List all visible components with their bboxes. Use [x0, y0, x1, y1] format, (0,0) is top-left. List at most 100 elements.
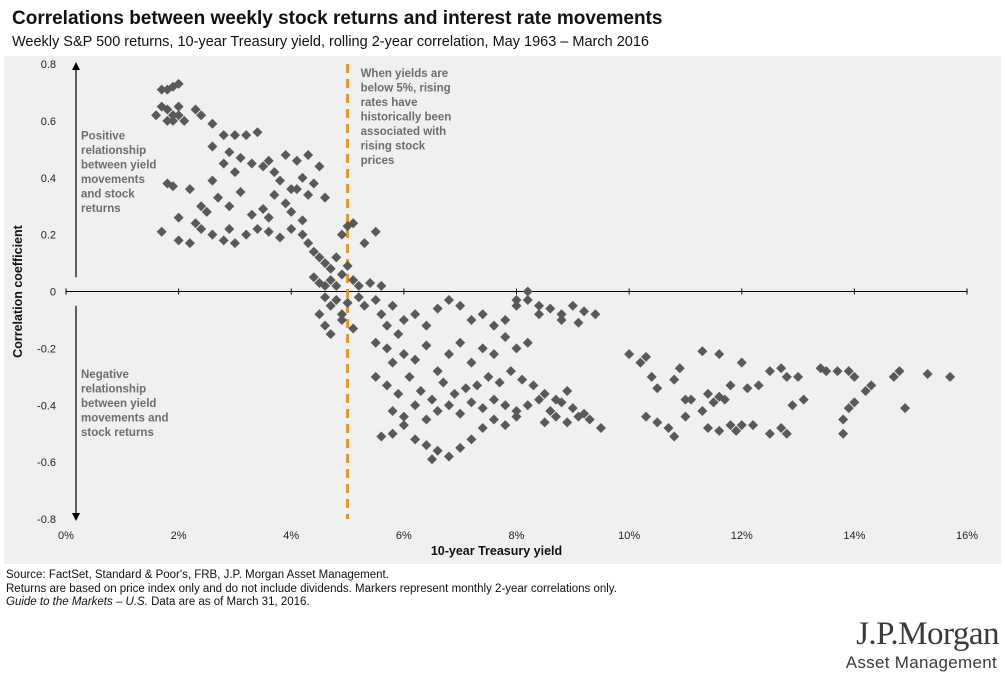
data-point [218, 158, 229, 169]
data-point [387, 300, 398, 311]
data-point [764, 366, 775, 377]
data-point [511, 343, 522, 354]
data-point [398, 411, 409, 422]
data-point [443, 400, 454, 411]
data-point [348, 275, 359, 286]
data-point [151, 110, 162, 121]
data-point [505, 366, 516, 377]
annotation-line: movements and [81, 413, 169, 425]
data-point [517, 374, 528, 385]
data-point [900, 403, 911, 414]
data-point [201, 206, 212, 217]
data-point [528, 380, 539, 391]
data-point [331, 295, 342, 306]
data-point [348, 323, 359, 334]
annotation-line: Negative [81, 369, 129, 381]
data-point [421, 440, 432, 451]
data-point [567, 300, 578, 311]
data-point [370, 226, 381, 237]
data-point [714, 349, 725, 360]
data-point [286, 184, 297, 195]
data-point [336, 229, 347, 240]
data-point [522, 295, 533, 306]
data-point [410, 400, 421, 411]
data-point [190, 218, 201, 229]
x-tick-label: 14% [843, 530, 865, 542]
annotation-line: Positive [81, 130, 125, 142]
data-point [500, 400, 511, 411]
data-point [359, 238, 370, 249]
data-point [860, 386, 871, 397]
data-point [184, 238, 195, 249]
data-point [945, 371, 956, 382]
data-point [325, 329, 336, 340]
data-point [522, 337, 533, 348]
asset-management-label: Asset Management [845, 653, 997, 672]
data-point [263, 226, 274, 237]
data-point [410, 434, 421, 445]
data-point [207, 229, 218, 240]
data-point [297, 172, 308, 183]
data-point [314, 252, 325, 263]
data-point [534, 394, 545, 405]
data-point [156, 84, 167, 95]
data-point [719, 394, 730, 405]
data-point [291, 184, 302, 195]
data-point [477, 309, 488, 320]
data-point [455, 442, 466, 453]
data-point [224, 223, 235, 234]
data-point [274, 175, 285, 186]
data-point [663, 423, 674, 433]
data-point [167, 181, 178, 192]
annotation-line: between yield [81, 159, 156, 171]
data-point [849, 371, 860, 382]
data-point [213, 192, 224, 203]
data-point [218, 235, 229, 246]
data-point [381, 380, 392, 391]
data-point [781, 371, 792, 382]
data-point [680, 411, 691, 422]
data-point [207, 118, 218, 129]
data-point [398, 314, 409, 325]
data-point [635, 357, 646, 368]
data-point [488, 394, 499, 405]
annotation-line: When yields are [361, 68, 449, 80]
data-point [500, 314, 511, 325]
data-point [488, 349, 499, 360]
x-tick-label: 4% [283, 530, 299, 542]
data-point [443, 295, 454, 306]
data-point [190, 104, 201, 115]
data-point [235, 152, 246, 163]
data-point [252, 127, 263, 138]
x-tick-label: 2% [171, 530, 187, 542]
data-point [793, 371, 804, 382]
data-point [736, 357, 747, 368]
data-point [646, 371, 657, 382]
data-point [173, 212, 184, 223]
annotation-line: and stock [81, 188, 135, 200]
footer-notes: Source: FactSet, Standard & Poor's, FRB,… [6, 569, 617, 610]
data-point [731, 425, 742, 436]
data-point [229, 238, 240, 249]
data-point [325, 300, 336, 311]
data-point [196, 201, 207, 212]
data-point [545, 405, 556, 416]
data-point [258, 204, 269, 215]
data-point [353, 292, 364, 303]
data-point [303, 238, 314, 249]
data-point [427, 454, 438, 465]
data-point [196, 110, 207, 121]
data-point [387, 357, 398, 368]
data-point [764, 428, 775, 439]
data-point [511, 295, 522, 306]
data-point [241, 229, 252, 240]
data-point [291, 155, 302, 166]
data-point [229, 130, 240, 141]
data-point [776, 423, 787, 433]
data-point [274, 232, 285, 243]
data-point [336, 269, 347, 280]
data-point [387, 405, 398, 416]
data-point [263, 155, 274, 166]
data-point [584, 414, 595, 425]
data-point [359, 300, 370, 311]
